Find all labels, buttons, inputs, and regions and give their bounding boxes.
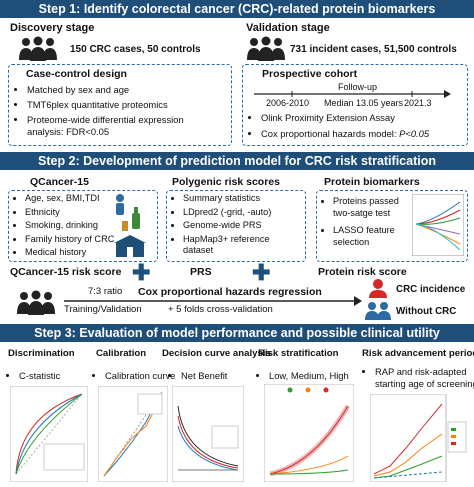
list-item: Net Benefit bbox=[181, 370, 227, 382]
lasso-plot-thumbnail bbox=[412, 194, 464, 256]
list-item-continued: analysis: FDR<0.05 bbox=[27, 126, 110, 137]
regression-arrow bbox=[64, 296, 362, 306]
list-item-continued: selection bbox=[333, 236, 370, 247]
bottle-icon bbox=[132, 213, 140, 229]
discrimination-bullet: C-statistic bbox=[6, 370, 60, 382]
protein-bullets: Proteins passed two-satge test LASSO fea… bbox=[320, 196, 399, 248]
list-item: Ethnicity bbox=[25, 207, 114, 219]
timeline-median: Median 13.05 years bbox=[324, 98, 404, 108]
glass-icon bbox=[122, 221, 128, 231]
list-item-continued: two-satge test bbox=[333, 207, 391, 218]
lifestyle-icons bbox=[114, 194, 146, 257]
person-icon bbox=[116, 194, 124, 202]
list-item: RAP and risk-adapted bbox=[375, 366, 474, 378]
list-item: C-statistic bbox=[19, 370, 60, 382]
protein-box bbox=[316, 190, 468, 262]
list-item-continued: dataset bbox=[183, 245, 214, 255]
protein-score: Protein risk score bbox=[318, 266, 407, 278]
list-item: Summary statistics bbox=[183, 193, 271, 205]
list-item: Age, sex, BMI,TDI bbox=[25, 193, 114, 205]
risk-stratification-title: Risk stratification bbox=[258, 348, 339, 359]
qcancer-box bbox=[8, 190, 158, 262]
list-item: Olink Proximity Extension Assay bbox=[261, 112, 429, 124]
list-item: Matched by sex and age bbox=[27, 84, 184, 96]
prs-box bbox=[166, 190, 306, 262]
cox-label: Cox proportional hazards model: bbox=[261, 128, 400, 139]
timeline-end: 2021.3 bbox=[404, 98, 432, 108]
prs-heading: Polygenic risk scores bbox=[172, 176, 280, 188]
list-item: LASSO feature bbox=[333, 225, 399, 237]
case-control-bullets: Matched by sex and age TMT6plex quantita… bbox=[14, 84, 184, 138]
list-item: Proteins passed bbox=[333, 196, 399, 208]
validation-summary: 731 incident cases, 51,500 controls bbox=[290, 44, 457, 55]
dca-bullet: Net Benefit bbox=[168, 370, 227, 382]
step3-banner: Step 3: Evaluation of model performance … bbox=[0, 324, 474, 342]
hospital-icon bbox=[114, 235, 146, 243]
qcancer-score: QCancer-15 risk score bbox=[10, 266, 122, 278]
dca-title: Decision curve analysis bbox=[162, 348, 271, 359]
without-crc-label: Without CRC bbox=[396, 306, 457, 317]
list-item: Smoking, drinking bbox=[25, 220, 114, 232]
group-people-icon bbox=[246, 36, 286, 62]
outcome-people-icon bbox=[365, 279, 391, 320]
risk-stratification-bullet: Low, Medium, High bbox=[256, 370, 349, 382]
group-people-icon bbox=[16, 290, 56, 316]
split-label: Training/Validation bbox=[64, 304, 142, 315]
plus-icon: ✚ bbox=[252, 260, 271, 285]
prospective-bullets: Olink Proximity Extension Assay Cox prop… bbox=[248, 112, 429, 140]
step1-banner: Step 1: Identify colorectal cancer (CRC)… bbox=[0, 0, 474, 18]
plus-icon: ✚ bbox=[132, 260, 151, 285]
case-control-box bbox=[8, 64, 232, 146]
step2-banner: Step 2: Development of prediction model … bbox=[0, 152, 474, 170]
qcancer-bullets: Age, sex, BMI,TDI Ethnicity Smoking, dri… bbox=[12, 193, 114, 259]
discovery-heading: Discovery stage bbox=[10, 22, 95, 34]
case-control-title: Case-control design bbox=[26, 68, 127, 80]
timeline-start: 2006-2010 bbox=[266, 98, 310, 108]
list-item: Genome-wide PRS bbox=[183, 220, 271, 232]
list-item: Medical history bbox=[25, 247, 114, 259]
discovery-summary: 150 CRC cases, 50 controls bbox=[70, 44, 201, 55]
crc-incidence-label: CRC incidence bbox=[396, 284, 466, 295]
group-people-icon bbox=[18, 36, 58, 62]
roc-curve-thumbnail bbox=[10, 386, 88, 482]
discrimination-title: Discrimination bbox=[8, 348, 75, 359]
decision-curve-thumbnail bbox=[172, 386, 244, 482]
list-item: Proteome-wide differential expression bbox=[27, 114, 184, 126]
list-item: HapMap3+ reference bbox=[183, 234, 271, 246]
calibration-title: Calibration bbox=[96, 348, 147, 359]
risk-stratification-thumbnail bbox=[264, 384, 354, 482]
qcancer-heading: QCancer-15 bbox=[30, 176, 89, 188]
p-value: P<0.05 bbox=[399, 128, 430, 139]
prs-bullets: Summary statistics LDpred2 (-grid, -auto… bbox=[170, 193, 271, 257]
cox-regression-label: Cox proportional hazards regression bbox=[138, 286, 322, 298]
protein-heading: Protein biomarkers bbox=[324, 176, 420, 188]
list-item-continued: starting age of screening bbox=[375, 378, 474, 389]
prospective-title: Prospective cohort bbox=[262, 68, 358, 80]
list-item: Cox proportional hazards model: P<0.05 bbox=[261, 128, 429, 140]
rap-bullets: RAP and risk-adapted starting age of scr… bbox=[362, 366, 474, 390]
list-item: LDpred2 (-grid, -auto) bbox=[183, 207, 271, 219]
calibration-curve-thumbnail bbox=[98, 386, 168, 482]
ratio-label: 7:3 ratio bbox=[88, 286, 123, 297]
cv-label: + 5 folds cross-validation bbox=[168, 304, 273, 315]
list-item: Family history of CRC bbox=[25, 234, 114, 246]
list-item: TMT6plex quantitative proteomics bbox=[27, 99, 184, 111]
prs-score: PRS bbox=[190, 266, 212, 278]
prospective-box bbox=[242, 64, 468, 146]
rap-title: Risk advancement period bbox=[362, 348, 474, 359]
rap-thumbnail bbox=[370, 394, 467, 482]
timeline-label: Follow-up bbox=[338, 82, 378, 92]
list-item: Calibration curve bbox=[105, 370, 175, 382]
calibration-bullet: Calibration curve bbox=[92, 370, 175, 382]
timeline-arrow bbox=[254, 90, 451, 98]
validation-heading: Validation stage bbox=[246, 22, 330, 34]
list-item: Low, Medium, High bbox=[269, 370, 349, 382]
